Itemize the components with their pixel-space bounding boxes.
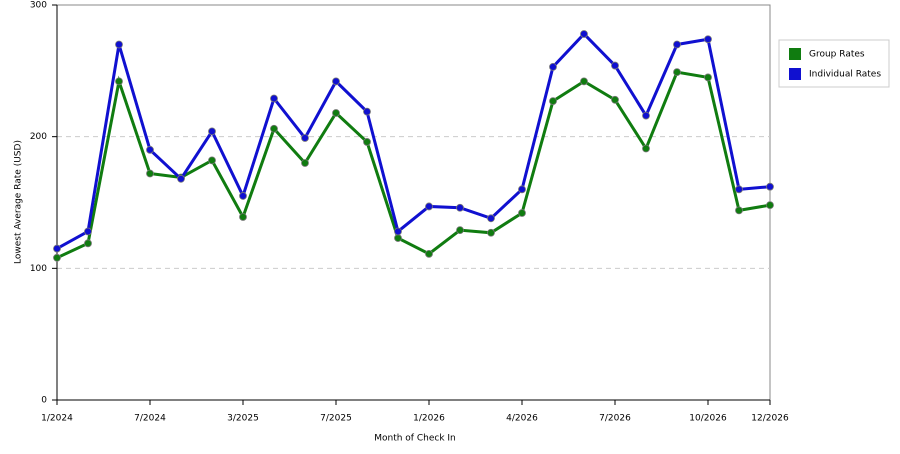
data-point (146, 169, 154, 178)
data-point (270, 124, 278, 133)
x-tick-label: 7/2025 (320, 414, 352, 424)
data-point (332, 77, 340, 86)
data-point (518, 185, 526, 194)
data-point (425, 249, 433, 258)
legend-swatch (789, 48, 801, 60)
data-point (673, 40, 681, 49)
data-point (84, 227, 92, 236)
x-tick-label: 10/2026 (689, 414, 727, 424)
data-point (642, 144, 650, 153)
x-tick-label: 1/2024 (41, 414, 73, 424)
data-point (766, 182, 774, 191)
series-line (56, 70, 771, 260)
data-point (363, 138, 371, 146)
x-tick-label: 7/2026 (599, 414, 631, 424)
data-point (239, 192, 247, 200)
data-point (642, 111, 650, 120)
data-point (363, 107, 371, 116)
x-tick-label: 7/2024 (134, 414, 166, 424)
x-tick-label: 1/2026 (413, 414, 445, 424)
data-point (270, 94, 278, 103)
legend-label: Individual Rates (809, 70, 881, 80)
data-point (115, 40, 123, 49)
data-point (673, 68, 681, 77)
x-axis-title: Month of Check In (374, 434, 456, 444)
y-tick-label: 100 (30, 264, 47, 274)
data-point (549, 62, 557, 71)
data-point (456, 203, 464, 212)
data-point (301, 159, 309, 167)
data-point (301, 134, 309, 142)
data-point (580, 77, 588, 86)
data-point (611, 61, 619, 70)
x-tick-label: 4/2026 (506, 414, 538, 424)
x-tick-label: 12/2026 (751, 414, 789, 424)
data-point (177, 174, 185, 183)
y-tick-label: 200 (30, 132, 47, 142)
y-tick-label: 0 (41, 396, 47, 406)
data-point (518, 209, 526, 217)
data-point (704, 73, 712, 82)
legend-label: Group Rates (809, 50, 865, 60)
data-point (394, 234, 402, 242)
data-point (425, 202, 433, 211)
data-point (115, 77, 123, 86)
data-point (239, 213, 247, 221)
data-point (487, 228, 495, 237)
data-point (456, 226, 464, 235)
data-point (580, 30, 588, 38)
y-axis-title: Lowest Average Rate (USD) (14, 140, 24, 264)
data-point (487, 214, 495, 223)
data-point (53, 253, 61, 262)
data-point (735, 185, 743, 194)
data-point (332, 109, 340, 117)
x-tick-label: 3/2025 (227, 414, 259, 424)
series-line (56, 31, 771, 250)
data-point (208, 127, 216, 136)
data-point (53, 244, 61, 253)
legend-swatch (789, 68, 801, 80)
data-point (766, 201, 774, 210)
data-point (549, 97, 557, 106)
data-point (704, 35, 712, 44)
data-point (146, 145, 154, 154)
data-point (611, 95, 619, 104)
data-point (394, 227, 402, 236)
y-tick-label: 300 (30, 1, 47, 11)
plot-area (56, 4, 771, 401)
data-point (84, 239, 92, 248)
data-point (735, 206, 743, 215)
data-point (208, 156, 216, 165)
